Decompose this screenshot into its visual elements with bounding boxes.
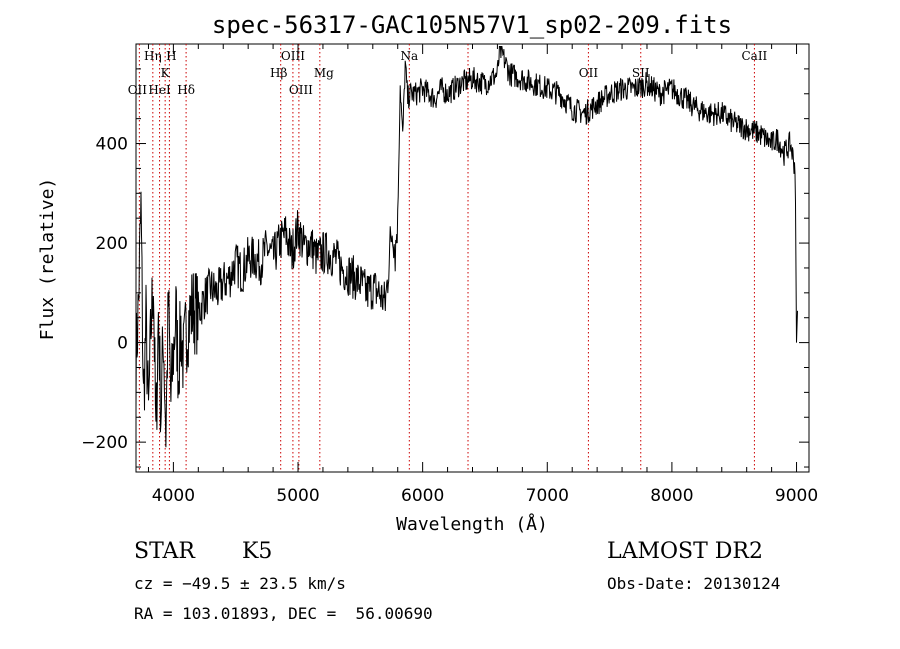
- marker-label: Na: [400, 49, 418, 63]
- marker-label: OIII: [289, 83, 313, 97]
- marker-label: OII: [128, 83, 148, 97]
- marker-label: OII: [579, 66, 599, 80]
- object-subclass: K5: [242, 539, 273, 564]
- x-tick-label: 7000: [526, 486, 569, 506]
- x-tick-label: 8000: [650, 486, 693, 506]
- x-tick-label: 9000: [775, 486, 818, 506]
- axis-ticks: 4000 5000 6000 7000 8000 9000 −200 0 200 400: [81, 44, 818, 506]
- redshift-cz: cz = −49.5 ± 23.5 km/s: [134, 574, 346, 593]
- marker-label: Hβ: [270, 66, 287, 80]
- y-tick-label: 0: [117, 334, 128, 354]
- y-tick-label: −200: [81, 433, 128, 453]
- marker-label: OIII: [281, 49, 305, 63]
- obs-date: Obs-Date: 20130124: [607, 574, 781, 593]
- x-tick-label: 6000: [401, 486, 444, 506]
- marker-label: Hη: [144, 49, 162, 63]
- flux-series-line: [135, 46, 798, 448]
- x-axis-label: Wavelength (Å): [396, 513, 548, 535]
- plot-frame: [135, 43, 810, 473]
- x-tick-label: 4000: [152, 486, 195, 506]
- y-tick-label: 200: [96, 234, 128, 254]
- y-tick-label: 400: [96, 135, 128, 155]
- marker-label: Hδ: [177, 83, 195, 97]
- marker-label: Mg: [314, 66, 334, 80]
- survey-name: LAMOST DR2: [607, 539, 763, 564]
- chart-title: spec-56317-GAC105N57V1_sp02-209.fits: [212, 11, 732, 39]
- marker-label: CaII: [741, 49, 767, 63]
- x-tick-label: 5000: [276, 486, 319, 506]
- marker-label: H: [166, 49, 176, 63]
- ra-dec: RA = 103.01893, DEC = 56.00690: [134, 604, 433, 623]
- object-class: STAR: [134, 539, 195, 564]
- marker-label: SII: [632, 66, 650, 80]
- y-axis-label: Flux (relative): [37, 178, 58, 341]
- marker-label: HeI: [148, 83, 171, 97]
- marker-label: K: [161, 66, 171, 80]
